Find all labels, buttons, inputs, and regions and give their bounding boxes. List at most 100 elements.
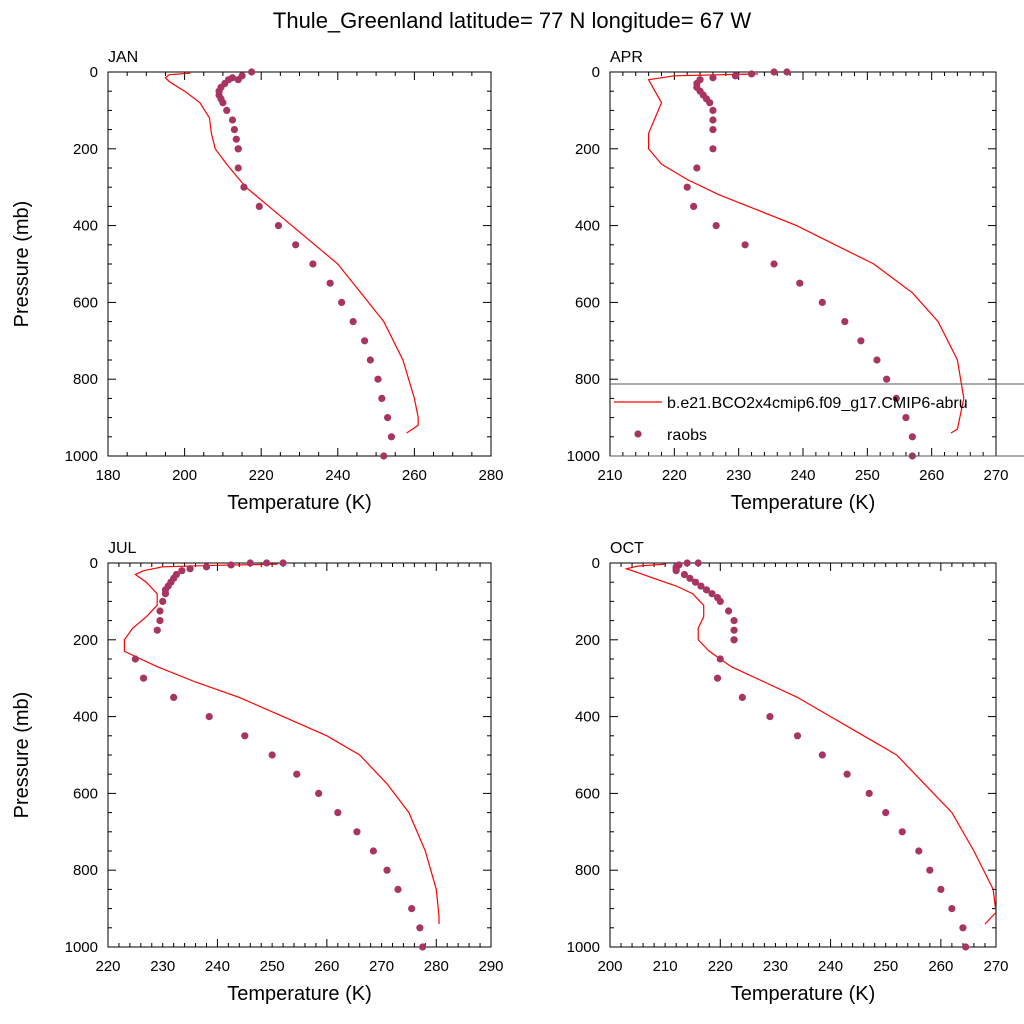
panel-apr-xtick-label: 230 bbox=[726, 467, 751, 484]
legend-model-label: b.e21.BCO2x4cmip6.f09_g17.CMIP6-abru bbox=[667, 395, 968, 412]
panel-jul-xtick-label: 240 bbox=[205, 958, 230, 975]
panel-jan-raobs-point bbox=[223, 106, 231, 114]
panel-oct-raobs-point bbox=[882, 809, 890, 817]
panel-jul-xtick-label: 250 bbox=[260, 958, 285, 975]
panel-oct-raobs-point bbox=[724, 607, 733, 615]
panel-oct-ytick-label: 200 bbox=[575, 632, 600, 649]
panel-oct-raobs-point bbox=[865, 789, 873, 798]
panel-jul-xtick-label: 230 bbox=[150, 958, 175, 975]
panel-oct-raobs-point bbox=[948, 905, 956, 913]
panel-jul-raobs-point bbox=[227, 561, 235, 569]
panel-oct-xtick-label: 210 bbox=[653, 958, 678, 975]
panel-oct-raobs-point bbox=[686, 574, 694, 582]
panel-jul-raobs-point bbox=[205, 713, 213, 721]
panel-jan-raobs-point bbox=[248, 68, 256, 76]
panel-apr-xtick-label: 260 bbox=[919, 467, 944, 484]
panel-apr-xtick-label: 240 bbox=[790, 467, 815, 484]
panel-jan-ytick-label: 600 bbox=[73, 294, 98, 311]
panel-oct-raobs-point bbox=[708, 590, 716, 598]
figure-title: Thule_Greenland latitude= 77 N longitude… bbox=[273, 8, 751, 33]
panel-jul-raobs-point bbox=[202, 563, 211, 571]
panel-apr-raobs-point bbox=[690, 202, 698, 210]
panel-jan-raobs-point bbox=[255, 202, 263, 210]
panel-jan-raobs-point bbox=[234, 164, 242, 172]
panel-apr-xlabel: Temperature (K) bbox=[731, 492, 876, 514]
panel-apr-ytick-label: 0 bbox=[592, 64, 600, 81]
panel-oct-raobs-point bbox=[730, 636, 738, 644]
panel-oct-raobs-point bbox=[716, 597, 724, 606]
panel-apr-raobs-point bbox=[731, 72, 740, 80]
legend-raobs-swatch bbox=[634, 430, 642, 438]
panel-jan-raobs-point bbox=[219, 99, 227, 107]
panel-jan-xtick-label: 200 bbox=[172, 467, 197, 484]
panel-apr-xtick-label: 210 bbox=[597, 467, 622, 484]
panel-jan-xlabel: Temperature (K) bbox=[227, 492, 372, 514]
panel-jan-raobs-point bbox=[232, 135, 240, 143]
panel-jan-label: JAN bbox=[108, 49, 138, 66]
panel-jan-xtick-label: 280 bbox=[478, 467, 503, 484]
panel-jan-raobs-point bbox=[234, 76, 242, 84]
panel-oct-xtick-label: 230 bbox=[763, 958, 788, 975]
panel-jul-raobs-point bbox=[315, 789, 323, 798]
panel-oct-ytick-label: 400 bbox=[575, 709, 600, 726]
panel-apr-raobs-point bbox=[747, 70, 756, 78]
panel-apr: APR 0 200 400 600 800 1000 210 220 230 240 250 260 27… bbox=[567, 49, 1024, 514]
panel-oct-raobs-point bbox=[713, 674, 722, 682]
panel-jan-frame bbox=[107, 71, 492, 457]
panel-jan-xtick-label: 180 bbox=[95, 467, 120, 484]
legend: b.e21.BCO2x4cmip6.f09_g17.CMIP6-abruraob… bbox=[610, 383, 1024, 457]
panel-jul-raobs-point bbox=[419, 943, 427, 951]
panel-oct-raobs-point bbox=[937, 885, 945, 894]
legend-raobs-label: raobs bbox=[667, 427, 707, 444]
panel-oct-raobs-point bbox=[702, 586, 711, 594]
panel-jan-xtick-label: 220 bbox=[249, 467, 274, 484]
panel-apr-ytick-label: 600 bbox=[575, 294, 600, 311]
panel-apr-raobs-point bbox=[841, 318, 849, 326]
panel-oct-raobs-point bbox=[683, 559, 691, 567]
panel-jan-ytick-label: 800 bbox=[73, 371, 98, 388]
panel-oct-raobs-point bbox=[680, 570, 689, 579]
panel-oct-ytick-label: 600 bbox=[575, 785, 600, 802]
panel-jul-xtick-label: 280 bbox=[424, 958, 449, 975]
panel-apr-raobs-point bbox=[693, 164, 701, 172]
panel-apr-raobs-point bbox=[908, 433, 916, 441]
panel-oct-raobs-point bbox=[898, 828, 906, 836]
panel-apr-ytick-label: 400 bbox=[575, 218, 600, 235]
panel-oct-raobs-point bbox=[697, 582, 705, 590]
panel-jul-xtick-label: 220 bbox=[95, 958, 120, 975]
panel-oct-raobs-point bbox=[766, 713, 774, 721]
panel-jan-raobs-point bbox=[349, 318, 357, 326]
panel-apr-raobs-point bbox=[709, 74, 717, 82]
panel-apr-label: APR bbox=[610, 49, 643, 66]
panel-apr-xtick-label: 250 bbox=[855, 467, 880, 484]
panel-jul-raobs-point bbox=[139, 674, 148, 682]
panel-oct-raobs-point bbox=[926, 866, 934, 874]
panel-oct-raobs-point bbox=[716, 655, 724, 663]
panel-jan: JAN 0 200 400 600 800 1000 180 200 220 240 260 280 Te… bbox=[11, 49, 504, 514]
panel-apr-raobs-point bbox=[857, 337, 865, 345]
panel-jan-raobs-point bbox=[361, 337, 369, 345]
panel-apr-raobs-point bbox=[770, 68, 778, 76]
panel-oct-ytick-label: 1000 bbox=[567, 939, 600, 956]
panel-apr-raobs-point bbox=[709, 145, 717, 153]
panel-oct-raobs-point bbox=[672, 567, 680, 575]
panel-jan-raobs-point bbox=[374, 375, 382, 383]
panel-jul-raobs-point bbox=[369, 847, 377, 855]
panel-apr-raobs-point bbox=[902, 414, 910, 422]
panel-jul-raobs-point bbox=[353, 828, 361, 836]
panel-apr-raobs-point bbox=[783, 68, 791, 76]
panel-jul-frame bbox=[107, 562, 492, 948]
panel-oct-xtick-label: 200 bbox=[597, 958, 622, 975]
panel-oct: OCT 0 200 400 600 800 1000 200 210 220 230 240 250 26… bbox=[567, 540, 1009, 1005]
panel-jan-ytick-label: 200 bbox=[73, 141, 98, 158]
panel-jan-raobs-point bbox=[380, 452, 388, 460]
panel-jul-model-line bbox=[123, 563, 440, 924]
panel-apr-raobs-point bbox=[709, 116, 717, 124]
panel-jul-raobs-point bbox=[131, 655, 139, 663]
panel-jan-xtick-label: 260 bbox=[402, 467, 427, 484]
panel-jul-raobs-point bbox=[334, 809, 342, 817]
panel-apr-raobs-point bbox=[796, 279, 804, 287]
panel-jul: JUL 0 200 400 600 800 1000 220 230 240 250 260 270 28… bbox=[11, 540, 504, 1005]
panel-oct-raobs-point bbox=[843, 770, 851, 778]
panel-apr-raobs-point bbox=[741, 241, 749, 249]
